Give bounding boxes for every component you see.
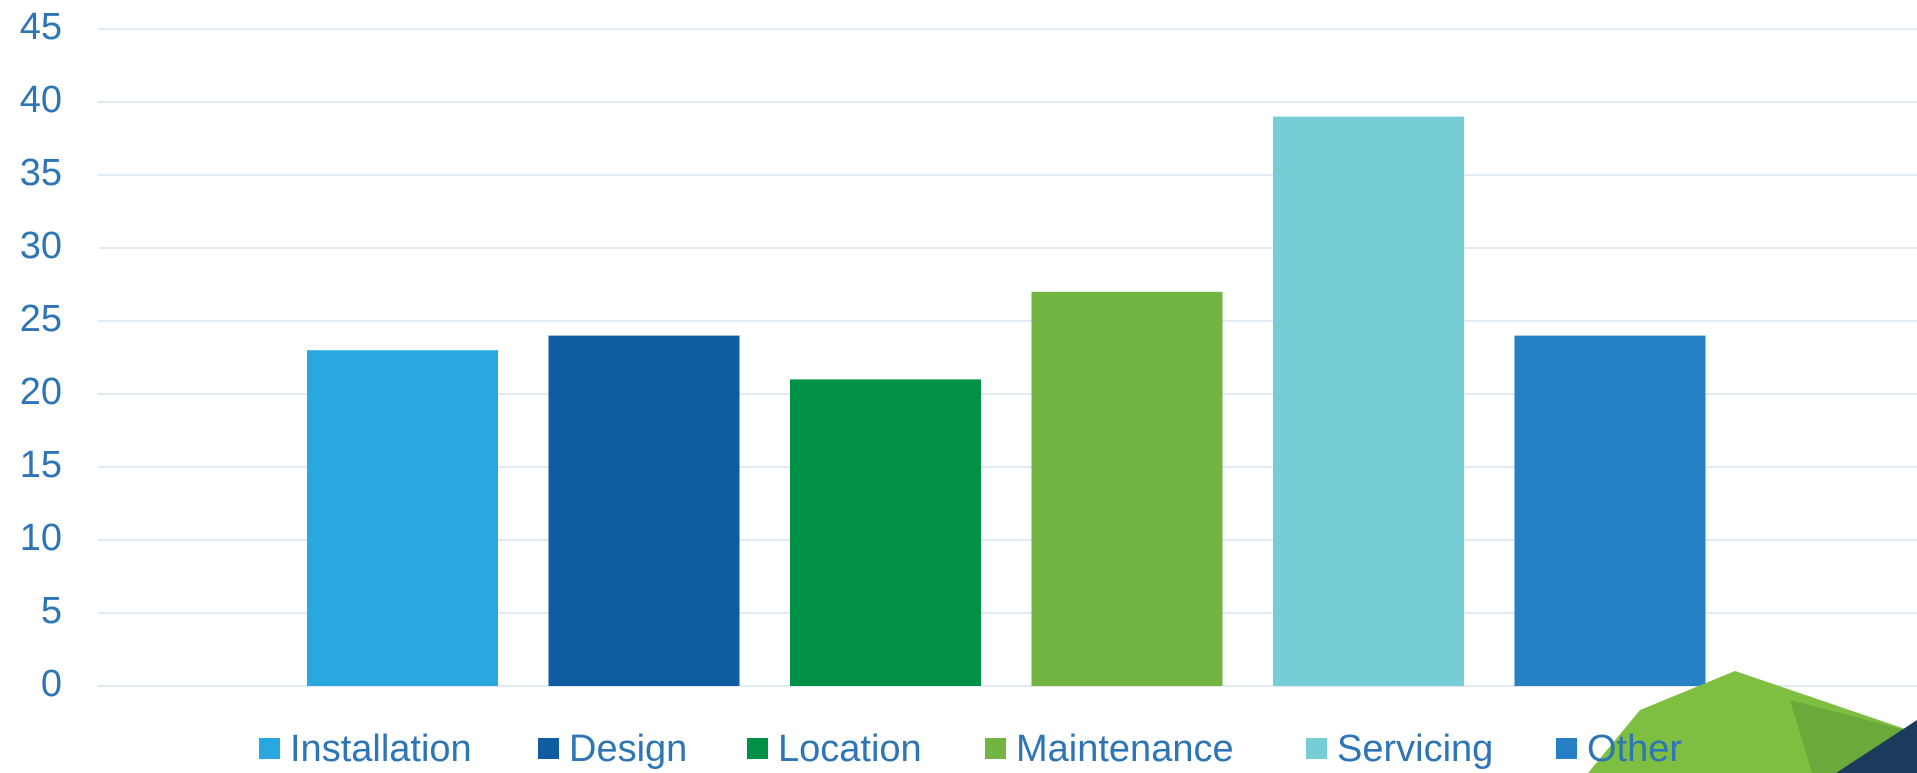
decor-shape: [1836, 720, 1917, 773]
decoration: [1588, 671, 1917, 773]
bar: [790, 379, 981, 686]
legend-swatch: [538, 738, 559, 759]
legend-label: Design: [569, 728, 687, 770]
legend-swatch: [259, 738, 280, 759]
bar: [1514, 335, 1706, 686]
bar: [1273, 116, 1464, 687]
y-tick-label: 30: [20, 225, 62, 267]
y-tick-label: 0: [41, 663, 62, 705]
legend-swatch: [1556, 738, 1577, 759]
bar: [548, 335, 740, 686]
bar: [1031, 291, 1223, 686]
legend-label: Other: [1587, 728, 1682, 770]
y-tick-label: 25: [20, 298, 62, 340]
legend-label: Location: [778, 728, 922, 770]
y-tick-label: 40: [20, 79, 62, 121]
legend-swatch: [985, 738, 1006, 759]
y-tick-label: 20: [20, 371, 62, 413]
legend-label: Servicing: [1337, 728, 1493, 770]
y-tick-label: 5: [41, 590, 62, 632]
legend-label: Maintenance: [1016, 728, 1234, 770]
legend-swatch: [747, 738, 768, 759]
y-tick-label: 15: [20, 444, 62, 486]
legend-label: Installation: [290, 728, 472, 770]
y-tick-label: 35: [20, 152, 62, 194]
y-tick-label: 45: [20, 6, 62, 48]
legend-swatch: [1306, 738, 1327, 759]
bar: [307, 350, 498, 686]
y-tick-label: 10: [20, 517, 62, 559]
